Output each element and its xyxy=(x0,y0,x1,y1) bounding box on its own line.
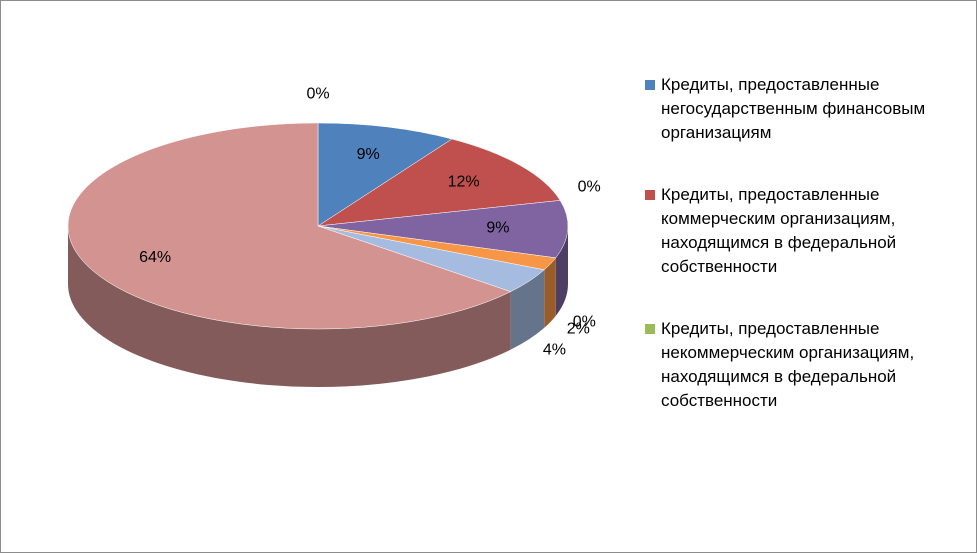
data-label: 9% xyxy=(357,146,380,163)
data-label: 2% xyxy=(567,321,590,338)
pie-slice xyxy=(317,122,453,227)
data-label: 0% xyxy=(573,313,596,330)
legend-label: Кредиты, предоставленные коммерческим ор… xyxy=(661,185,897,276)
pie-slice xyxy=(67,122,512,330)
legend-item: Кредиты, предоставленные негосударственн… xyxy=(641,73,941,145)
data-label: 0% xyxy=(306,86,329,103)
pie-slice xyxy=(317,138,561,227)
legend-label: Кредиты, предоставленные некоммерческим … xyxy=(661,319,915,410)
data-label: 9% xyxy=(486,220,509,237)
pie-slice xyxy=(317,200,569,259)
legend-swatch xyxy=(645,324,655,334)
pie-side xyxy=(68,226,511,387)
pie-side xyxy=(544,257,556,328)
legend-label: Кредиты, предоставленные негосударственн… xyxy=(661,75,926,142)
legend: Кредиты, предоставленные негосударственн… xyxy=(641,73,941,451)
data-label: 12% xyxy=(448,174,480,191)
pie-area: 9%12% 0%9%0%2%4%64%0% xyxy=(67,86,601,387)
legend-swatch xyxy=(645,190,655,200)
legend-swatch xyxy=(645,80,655,90)
pie-side xyxy=(555,226,568,316)
data-label: 64% xyxy=(139,249,171,266)
data-label: 4% xyxy=(543,341,566,358)
legend-item: Кредиты, предоставленные некоммерческим … xyxy=(641,317,941,413)
pie-side xyxy=(510,269,545,350)
legend-item: Кредиты, предоставленные коммерческим ор… xyxy=(641,183,941,279)
data-label: 0% xyxy=(578,178,601,195)
